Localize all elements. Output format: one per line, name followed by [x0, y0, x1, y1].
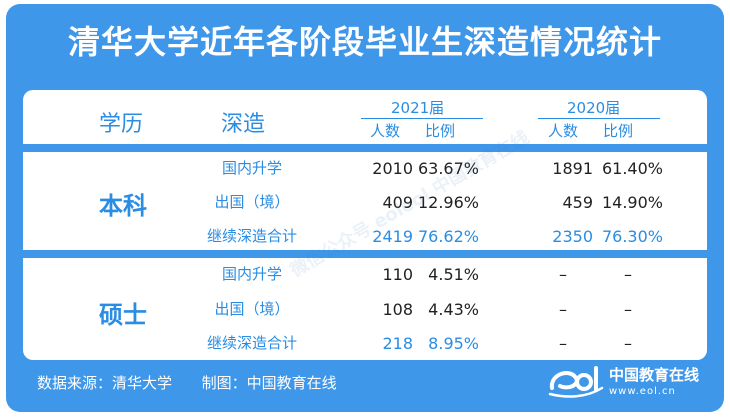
type-column-header: 深造	[221, 112, 266, 137]
count-header-2020: 人数	[548, 122, 579, 140]
count-header-2021: 人数	[370, 122, 401, 140]
page-title: 清华大学近年各阶段毕业生深造情况统计	[67, 23, 662, 61]
year-2021-underline	[361, 118, 483, 119]
row-label: 国内升学	[221, 159, 282, 177]
ratio-header-2020: 比例	[603, 122, 634, 140]
count-2021: 2010	[372, 159, 413, 178]
ratio-2021: 76.62%	[417, 227, 479, 246]
count-2020: –	[559, 334, 567, 353]
ratio-2020: 14.90%	[601, 193, 663, 212]
count-2021: 108	[382, 300, 413, 319]
ratio-2020: –	[624, 334, 632, 353]
brand-url: www.eol.cn	[609, 386, 676, 397]
row-label: 继续深造合计	[206, 227, 297, 245]
year-2020-underline	[538, 118, 660, 119]
degree-master: 硕士	[99, 301, 147, 329]
source-credit: 数据来源：清华大学	[37, 374, 173, 392]
ratio-2020: 61.40%	[601, 159, 663, 178]
header-divider-band	[23, 144, 707, 152]
footer-credits: 数据来源：清华大学 制图：中国教育在线	[37, 372, 337, 393]
ratio-2020: 76.30%	[601, 227, 663, 246]
count-2020: 2350	[552, 227, 593, 246]
ratio-2020: –	[624, 300, 632, 319]
year-2020-header: 2020届	[567, 99, 621, 117]
row-label: 出国（境）	[214, 300, 290, 318]
ratio-header-2021: 比例	[425, 122, 456, 140]
maker-credit: 制图：中国教育在线	[201, 374, 337, 392]
count-2020: 1891	[552, 159, 593, 178]
count-2020: 459	[562, 193, 593, 212]
count-2021: 409	[382, 193, 413, 212]
infographic-frame: 清华大学近年各阶段毕业生深造情况统计 学历 深造 2021届 人数 比例 202…	[6, 4, 724, 412]
ratio-2021: 8.95%	[428, 334, 479, 353]
row-label: 继续深造合计	[206, 334, 297, 352]
group-divider-band	[23, 250, 707, 258]
count-2020: –	[559, 300, 567, 319]
row-label: 国内升学	[221, 265, 282, 283]
count-2021: 110	[382, 265, 413, 284]
row-label: 出国（境）	[214, 193, 290, 211]
ratio-2021: 12.96%	[417, 193, 479, 212]
ratio-2021: 4.51%	[428, 265, 479, 284]
brand-name: 中国教育在线	[609, 366, 700, 384]
eol-logo-icon	[548, 366, 604, 398]
count-2021: 2419	[372, 227, 413, 246]
count-2020: –	[559, 265, 567, 284]
degree-column-header: 学历	[99, 112, 144, 137]
ratio-2021: 4.43%	[428, 300, 479, 319]
year-2021-header: 2021届	[391, 99, 445, 117]
degree-undergraduate: 本科	[99, 192, 147, 220]
count-2021: 218	[382, 334, 413, 353]
stats-table: 学历 深造 2021届 人数 比例 2020届 人数 比例 本科 国内升学 20…	[23, 90, 707, 360]
ratio-2021: 63.67%	[417, 159, 479, 178]
ratio-2020: –	[624, 265, 632, 284]
